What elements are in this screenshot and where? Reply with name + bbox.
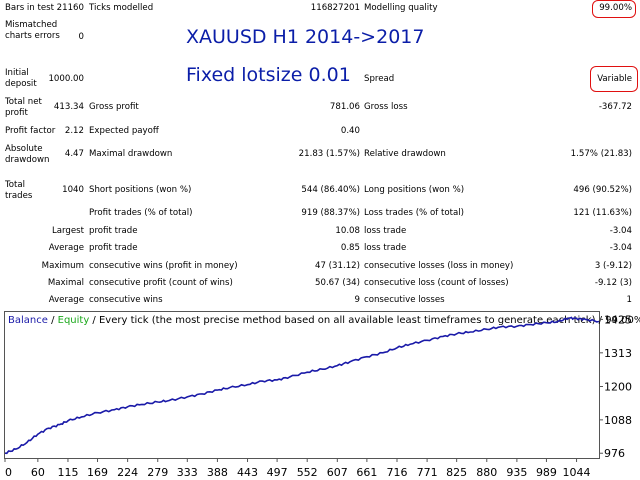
maximal-drawdown-label: Maximal drawdown (89, 149, 173, 159)
maximal-consecutive-profit-label: consecutive profit (count of wins) (89, 278, 233, 288)
y-tick-label: 1200 (604, 380, 632, 393)
net-profit-label: Total net profit (5, 97, 42, 118)
absolute-drawdown-label: Absolute drawdown (5, 144, 50, 165)
x-tick-label: 771 (417, 466, 438, 479)
x-tick-label: 388 (207, 466, 228, 479)
average-consecutive-losses-label: consecutive losses (364, 295, 445, 305)
spread-label: Spread (364, 74, 395, 84)
long-positions-label: Long positions (won %) (364, 185, 465, 195)
modelling-quality-value: 99.00% (599, 3, 632, 13)
ticks-modelled-value: 116827201 (310, 3, 360, 13)
legend-balance: Balance (8, 315, 48, 326)
loss-trades-label: Loss trades (% of total) (364, 208, 464, 218)
relative-drawdown-value: 1.57% (21.83) (570, 149, 632, 159)
maximal-consecutive-profit-value: 50.67 (34) (315, 278, 360, 288)
balance-chart-frame (4, 311, 600, 459)
x-tick-label: 169 (87, 466, 108, 479)
maximal-prefix: Maximal (47, 278, 84, 288)
max-consecutive-wins-value: 47 (31.12) (315, 261, 360, 271)
profit-factor-label: Profit factor (5, 126, 56, 136)
average-profit-value: 0.85 (340, 243, 360, 253)
y-tick-label: 1088 (604, 414, 632, 427)
gross-profit-label: Gross profit (89, 102, 139, 112)
x-tick-label: 497 (267, 466, 288, 479)
average2-prefix: Average (48, 295, 84, 305)
maximal-drawdown-value: 21.83 (1.57%) (298, 149, 360, 159)
largest-loss-value: -3.04 (609, 226, 632, 236)
lotsize-annotation: Fixed lotsize 0.01 (186, 64, 351, 86)
largest-profit-label: profit trade (89, 226, 138, 236)
x-tick-label: 333 (177, 466, 198, 479)
initial-deposit-value: 1000.00 (48, 74, 84, 84)
legend-separator: / (47, 315, 58, 326)
long-positions-value: 496 (90.52%) (573, 185, 632, 195)
legend-description: / Every tick (the most precise method ba… (89, 315, 640, 326)
average-loss-label: loss trade (364, 243, 407, 253)
x-tick-label: 60 (31, 466, 45, 479)
x-tick-label: 1044 (563, 466, 591, 479)
max-consecutive-wins-label: consecutive wins (profit in money) (89, 261, 238, 271)
modelling-quality-label: Modelling quality (364, 3, 438, 13)
x-tick-label: 716 (386, 466, 407, 479)
bars-in-test-value: 21160 (56, 3, 84, 13)
short-positions-value: 544 (86.40%) (301, 185, 360, 195)
x-tick-label: 224 (117, 466, 138, 479)
modelling-quality-highlight (592, 0, 636, 18)
spread-highlight (590, 66, 638, 92)
x-tick-label: 552 (297, 466, 318, 479)
net-profit-value: 413.34 (53, 102, 84, 112)
expected-payoff-value: 0.40 (340, 126, 360, 136)
total-trades-value: 1040 (62, 185, 84, 195)
absolute-drawdown-value: 4.47 (64, 149, 84, 159)
x-tick-label: 115 (57, 466, 78, 479)
average-consecutive-wins-value: 9 (354, 295, 360, 305)
profit-trades-label: Profit trades (% of total) (89, 208, 193, 218)
chart-legend: Balance / Equity / Every tick (the most … (8, 314, 640, 327)
x-tick-label: 880 (476, 466, 497, 479)
profit-factor-value: 2.12 (64, 126, 84, 136)
x-tick-label: 279 (147, 466, 168, 479)
loss-trades-value: 121 (11.63%) (573, 208, 632, 218)
maximum-prefix: Maximum (41, 261, 84, 271)
y-tick-label: 1313 (604, 347, 632, 360)
short-positions-label: Short positions (won %) (89, 185, 192, 195)
initial-deposit-label: Initial deposit (5, 68, 37, 89)
average-consecutive-wins-label: consecutive wins (89, 295, 163, 305)
x-tick-label: 825 (446, 466, 467, 479)
average-profit-label: profit trade (89, 243, 138, 253)
mismatched-errors-value: 0 (78, 32, 84, 42)
x-tick-label: 443 (237, 466, 258, 479)
report-table: Bars in test 21160 Mismatched charts err… (5, 3, 632, 305)
mismatched-errors-label: Mismatched charts errors (5, 20, 60, 41)
y-tick-label: 976 (604, 447, 625, 460)
gross-profit-value: 781.06 (329, 102, 360, 112)
spread-value: Variable (597, 74, 632, 84)
bars-in-test-label: Bars in test (5, 3, 54, 13)
x-tick-label: 989 (536, 466, 557, 479)
largest-loss-label: loss trade (364, 226, 407, 236)
x-tick-label: 661 (356, 466, 377, 479)
average-loss-value: -3.04 (609, 243, 632, 253)
largest-prefix: Largest (51, 226, 84, 236)
relative-drawdown-label: Relative drawdown (364, 149, 446, 159)
total-trades-label: Total trades (5, 180, 33, 201)
maximal-consecutive-loss-label: consecutive loss (count of losses) (364, 278, 509, 288)
symbol-annotation: XAUUSD H1 2014->2017 (186, 26, 425, 48)
x-tick-label: 935 (506, 466, 527, 479)
average-prefix: Average (48, 243, 84, 253)
x-tick-label: 607 (327, 466, 348, 479)
gross-loss-label: Gross loss (364, 102, 408, 112)
gross-loss-value: -367.72 (598, 102, 632, 112)
largest-profit-value: 10.08 (335, 226, 360, 236)
max-consecutive-losses-value: 3 (-9.12) (594, 261, 632, 271)
average-consecutive-losses-value: 1 (626, 295, 632, 305)
legend-equity: Equity (57, 315, 90, 326)
maximal-consecutive-loss-value: -9.12 (3) (594, 278, 632, 288)
max-consecutive-losses-label: consecutive losses (loss in money) (364, 261, 514, 271)
ticks-modelled-label: Ticks modelled (89, 3, 154, 13)
profit-trades-value: 919 (88.37%) (301, 208, 360, 218)
expected-payoff-label: Expected payoff (89, 126, 159, 136)
x-tick-label: 0 (5, 466, 12, 479)
